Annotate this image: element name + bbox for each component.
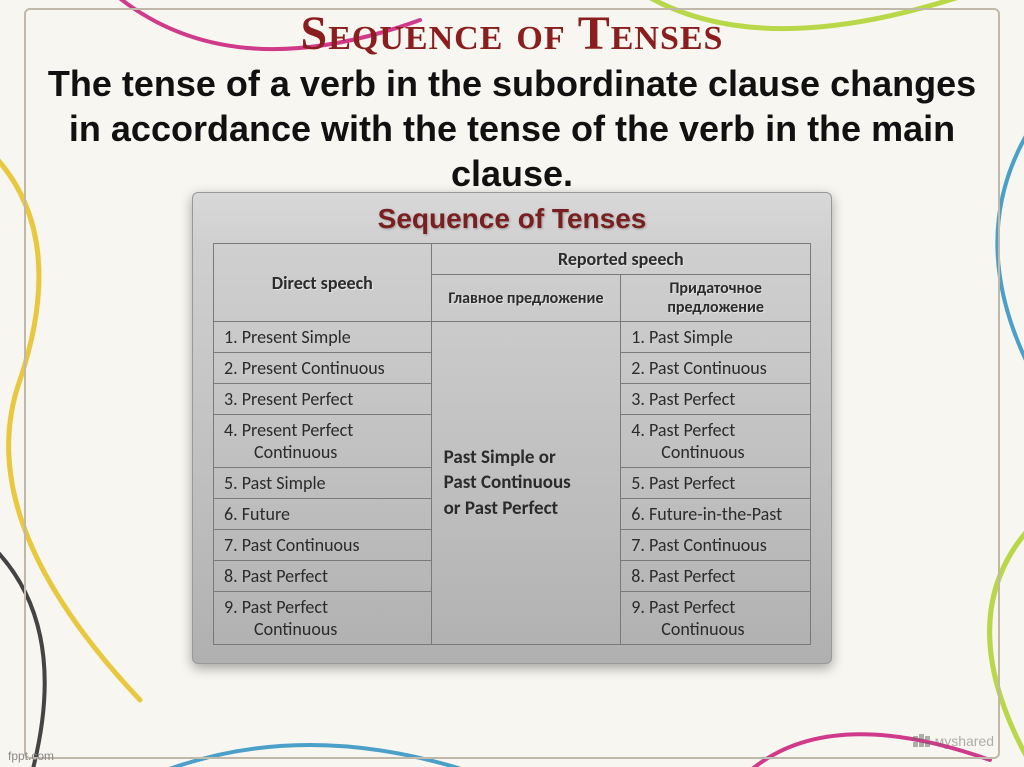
cell-sub: 7. Past Continuous <box>621 530 811 561</box>
col-sub-clause: Придаточное предложение <box>621 275 811 322</box>
table-card: Sequence of Tenses Direct speech Reporte… <box>192 192 832 664</box>
cell-sub: 9. Past PerfectContinuous <box>621 592 811 645</box>
col-direct-speech: Direct speech <box>214 244 432 322</box>
cell-sub: 2. Past Continuous <box>621 353 811 384</box>
watermark-icon <box>913 734 931 748</box>
cell-sub: 3. Past Perfect <box>621 384 811 415</box>
cell-main-clause: Past Simple orPast Continuousor Past Per… <box>431 322 621 645</box>
table-card-wrap: Sequence of Tenses Direct speech Reporte… <box>192 192 832 664</box>
card-title: Sequence of Tenses <box>213 203 811 235</box>
watermark: мyshared <box>913 733 994 749</box>
cell-direct: 3. Present Perfect <box>214 384 432 415</box>
col-main-clause: Главное предложение <box>431 275 621 322</box>
cell-sub: 1. Past Simple <box>621 322 811 353</box>
cell-direct: 1. Present Simple <box>214 322 432 353</box>
cell-sub: 6. Future-in-the-Past <box>621 499 811 530</box>
cell-sub: 8. Past Perfect <box>621 561 811 592</box>
cell-sub: 5. Past Perfect <box>621 468 811 499</box>
tense-table: Direct speech Reported speech Главное пр… <box>213 243 811 645</box>
cell-direct: 6. Future <box>214 499 432 530</box>
cell-direct: 4. Present PerfectContinuous <box>214 415 432 468</box>
cell-sub: 4. Past PerfectContinuous <box>621 415 811 468</box>
cell-direct: 8. Past Perfect <box>214 561 432 592</box>
col-reported-speech: Reported speech <box>431 244 810 275</box>
footer-link: fppt.com <box>8 749 54 763</box>
page-subtitle: The tense of a verb in the subordinate c… <box>30 61 994 196</box>
cell-direct: 7. Past Continuous <box>214 530 432 561</box>
cell-direct: 5. Past Simple <box>214 468 432 499</box>
table-row: 1. Present SimplePast Simple orPast Cont… <box>214 322 811 353</box>
watermark-text: мyshared <box>935 733 994 749</box>
slide-content: Sequence of Tenses The tense of a verb i… <box>0 0 1024 767</box>
cell-direct: 9. Past PerfectContinuous <box>214 592 432 645</box>
page-title: Sequence of Tenses <box>301 6 724 61</box>
cell-direct: 2. Present Continuous <box>214 353 432 384</box>
